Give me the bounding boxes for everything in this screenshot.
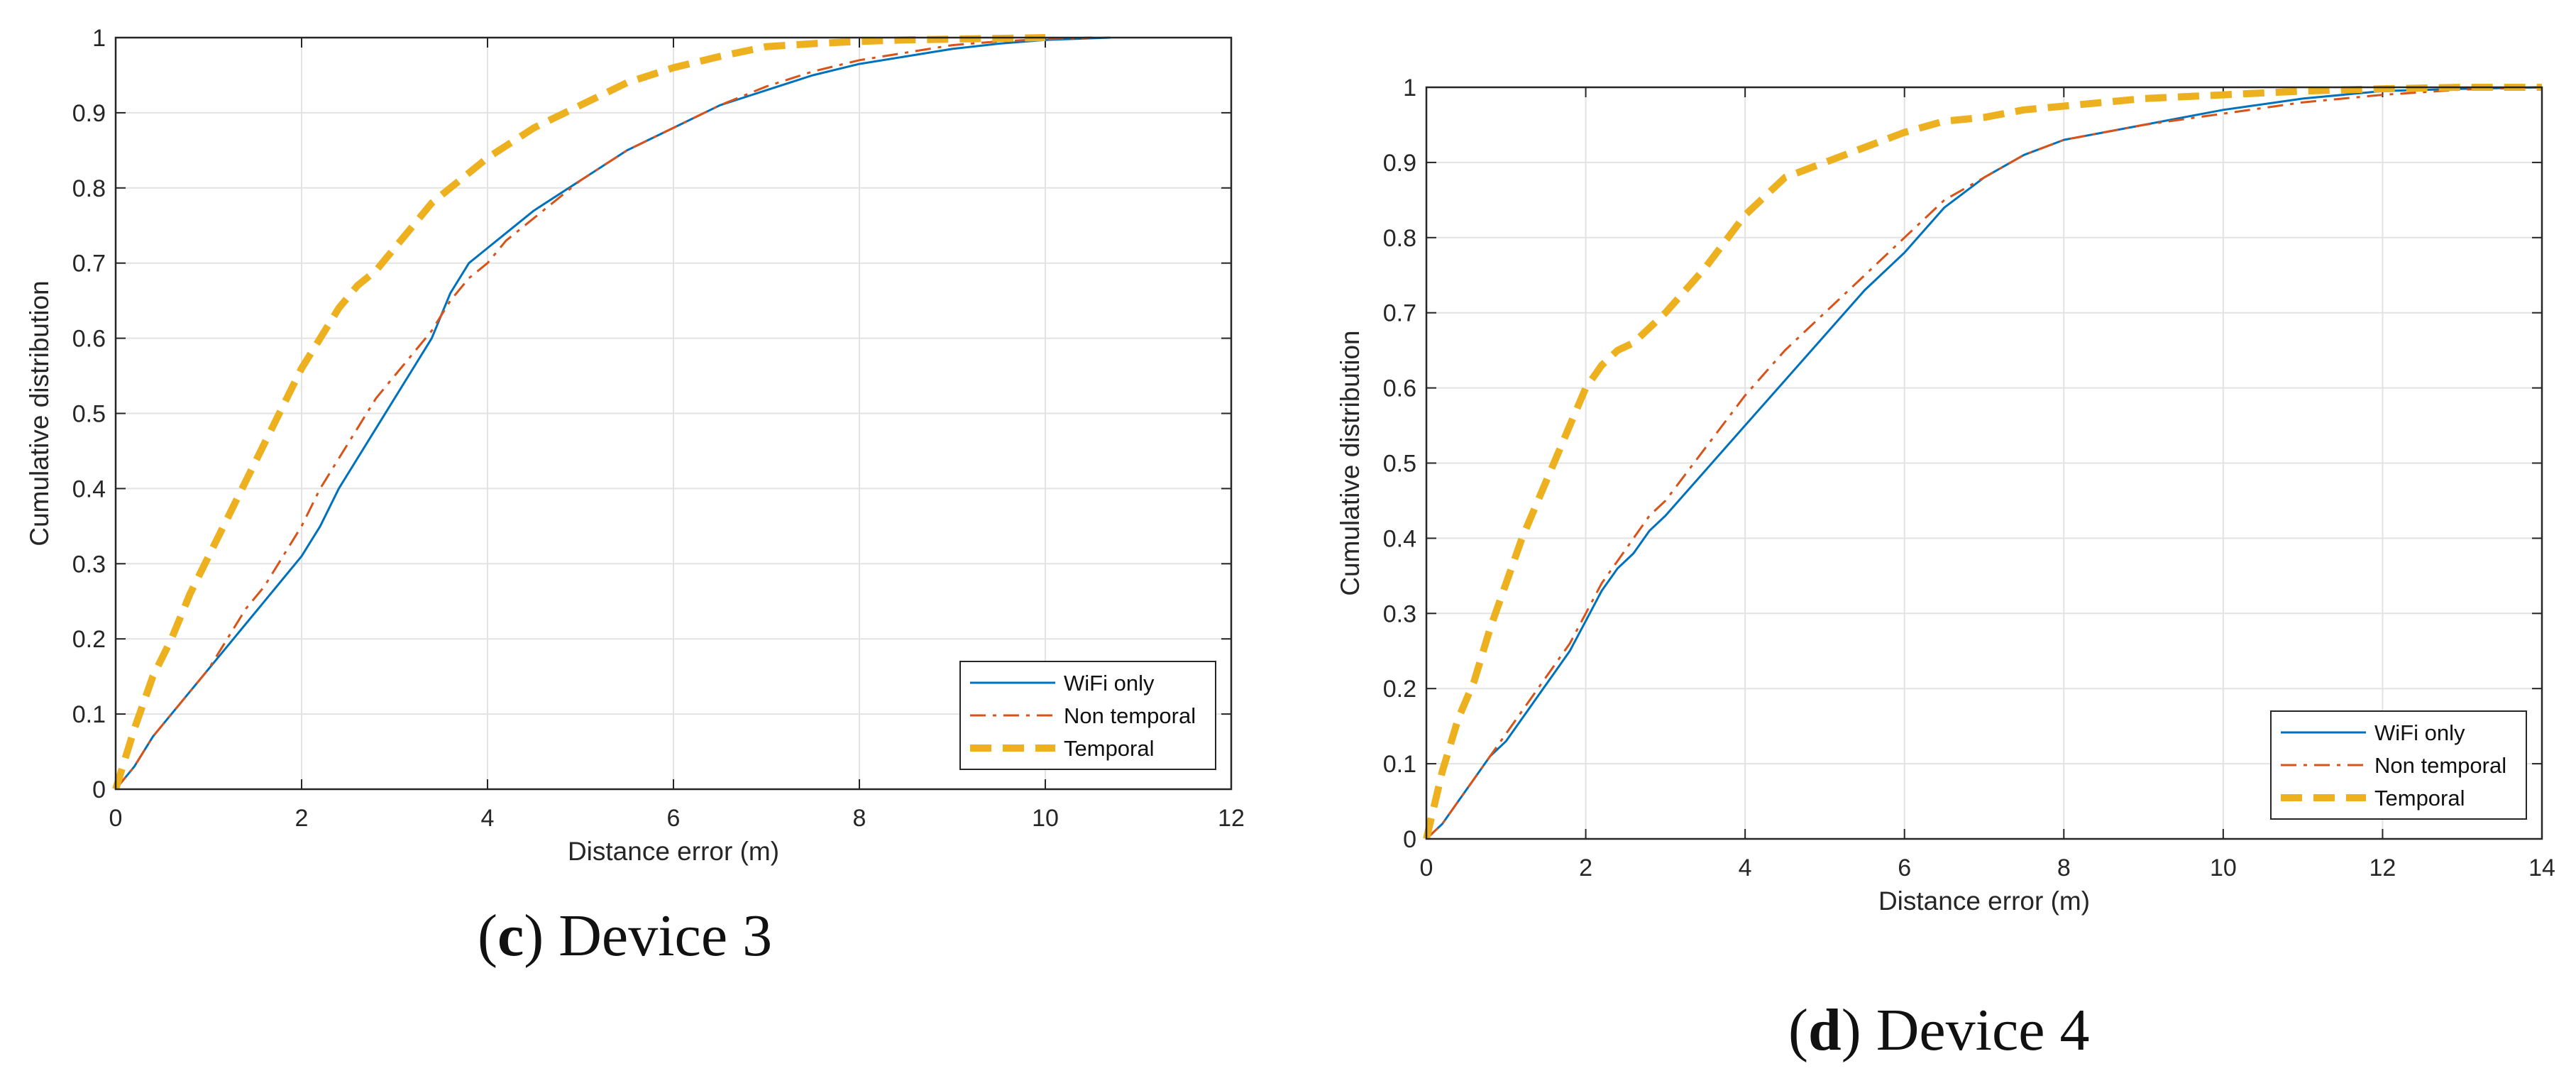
y-tick-label: 0.1 — [1383, 751, 1416, 778]
y-tick-label: 0.9 — [72, 100, 106, 127]
y-tick-label: 0.4 — [72, 476, 106, 502]
x-tick-label: 14 — [2528, 855, 2555, 881]
legend: WiFi only Non temporal Temporal — [2270, 710, 2527, 820]
y-tick-label: 0 — [92, 776, 106, 803]
legend-label: Temporal — [1064, 736, 1155, 761]
caption-letter: d — [1807, 997, 1842, 1063]
caption-device-3: (c) Device 3 — [478, 903, 773, 969]
x-tick-label: 6 — [1898, 855, 1911, 881]
y-tick-label: 0.5 — [1383, 451, 1416, 478]
y-tick-label: 0.5 — [72, 401, 106, 428]
y-tick-label: 0.7 — [72, 251, 106, 278]
caption-device-4: (d) Device 4 — [1788, 997, 2090, 1063]
series-line-non-temporal — [1425, 86, 2543, 840]
x-tick-label: 2 — [295, 805, 309, 832]
x-tick-label: 8 — [853, 805, 866, 832]
legend-label: Non temporal — [2374, 753, 2506, 778]
x-tick-label: 0 — [1420, 855, 1433, 881]
y-tick-label: 0.6 — [1383, 375, 1416, 402]
x-tick-label: 2 — [1579, 855, 1592, 881]
y-tick-label: 0 — [1403, 826, 1416, 853]
series-line-wifi-only — [1425, 86, 2543, 840]
x-tick-label: 12 — [1218, 805, 1245, 832]
y-axis-label: Cumulative distribution — [25, 280, 54, 546]
y-tick-label: 0.2 — [72, 626, 106, 653]
x-tick-label: 6 — [667, 805, 681, 832]
y-tick-label: 0.7 — [1383, 300, 1416, 327]
y-tick-label: 0.9 — [1383, 150, 1416, 177]
chart-2: 0 2 4 6 8 10 12 14 0 0.1 0.2 0.3 0.4 0.5 0.6 0.7 0.8 0.9 1… — [1336, 75, 2555, 916]
y-tick-label: 0.3 — [1383, 600, 1416, 627]
x-tick-label: 4 — [481, 805, 495, 832]
x-tick-label: 12 — [2369, 855, 2396, 881]
x-tick-label: 10 — [1032, 805, 1059, 832]
y-tick-label: 0.6 — [72, 326, 106, 353]
x-tick-label: 4 — [1739, 855, 1752, 881]
legend-label: WiFi only — [2374, 720, 2465, 745]
legend-label: Temporal — [2374, 786, 2465, 810]
y-tick-label: 0.1 — [72, 701, 106, 728]
series-line-wifi-only — [114, 36, 1111, 790]
x-tick-label: 0 — [109, 805, 123, 832]
legend-label: Non temporal — [1064, 703, 1196, 728]
x-axis-label: Distance error (m) — [1878, 886, 2090, 916]
y-tick-label: 0.3 — [72, 551, 106, 578]
y-tick-label: 0.8 — [72, 175, 106, 202]
y-axis-label: Cumulative distribution — [1336, 330, 1365, 595]
y-tick-label: 1 — [92, 25, 106, 52]
chart-1: 0 2 4 6 8 10 12 0 0.1 0.2 0.3 0.4 0.5 0.6 0.7 0.8 0.9 1 Di… — [25, 25, 1245, 866]
caption-text: Device 3 — [558, 903, 773, 969]
x-axis-label: Distance error (m) — [568, 837, 779, 866]
series-line-temporal — [1423, 84, 2542, 840]
y-tick-label: 0.4 — [1383, 525, 1416, 552]
caption-text: Device 4 — [1876, 997, 2090, 1063]
x-tick-label: 8 — [2057, 855, 2071, 881]
x-tick-label: 10 — [2210, 855, 2237, 881]
y-tick-label: 1 — [1403, 75, 1416, 101]
caption-letter: c — [497, 903, 524, 969]
series-line-temporal — [112, 34, 1046, 791]
axes-frame — [1425, 86, 2543, 840]
y-tick-label: 0.8 — [1383, 225, 1416, 252]
legend: WiFi only Non temporal Temporal — [959, 661, 1216, 770]
legend-label: WiFi only — [1064, 671, 1155, 696]
axes-frame — [114, 36, 1233, 791]
series-line-non-temporal — [114, 36, 1092, 790]
y-tick-label: 0.2 — [1383, 676, 1416, 703]
